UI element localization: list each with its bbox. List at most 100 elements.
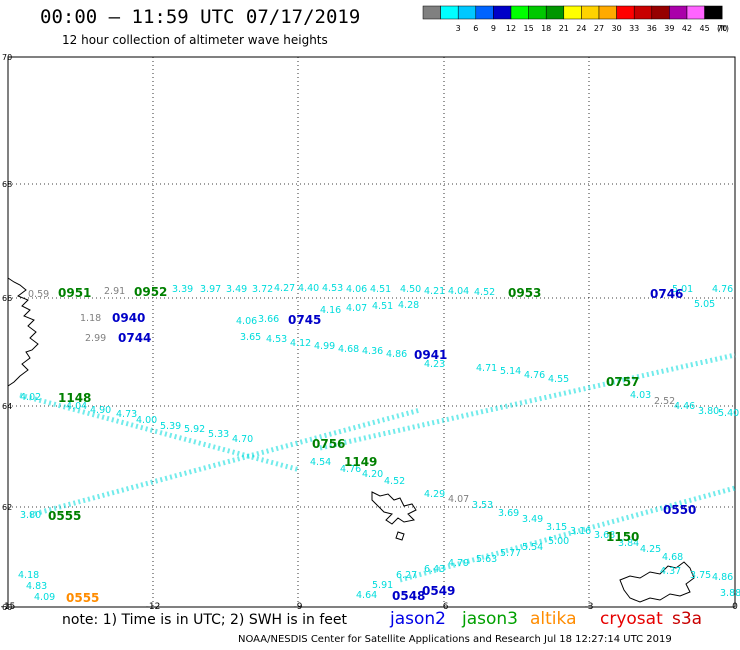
legend-label: 33 [629,24,639,33]
wave-height-value: 3.88 [0,0,21,3]
legend-label: 12 [506,24,516,33]
wave-height-value: 3.63 [0,0,21,3]
iceland-coast [7,277,39,387]
lon-tick-label: -15 [1,602,16,610]
legend-label: 36 [647,24,657,33]
wave-height-value: 4.53 [266,334,287,345]
wave-height-value: 4.51 [372,301,393,312]
lat-tick-label: 64 [2,402,12,411]
wave-height-value: 4.16 [320,305,341,316]
wave-height-value: 3.69 [498,508,519,519]
credit-line: NOAA/NESDIS Center for Satellite Applica… [238,634,672,645]
legend-label: 3 [456,24,461,33]
wave-height-value: 3.15 [546,522,567,533]
wave-height-value: 5.40 [718,408,739,419]
lat-tick-label: 68 [2,180,12,189]
wave-height-value: 5.39 [160,421,181,432]
wave-height-value: 4.03 [630,390,651,401]
wave-height-map: 70 68 66 64 62 60-15 -12 -9 -6 -3 0 0.59 2.91 1.18 2.… [0,0,740,610]
wave-height-value: 5.00 [548,536,569,547]
wave-height-value: 3.80 [698,406,719,417]
wave-height-value: 2.99 [85,333,106,344]
wave-height-value: 4.37 [660,566,681,577]
wave-height-value: 4.52 [474,287,495,298]
wave-height-value: 4.55 [548,374,569,385]
wave-height-value: 4.07 [448,494,469,505]
color-legend: 3 6 9 12 15 18 21 24 27 30 33 36 39 42 45 70(ft) [422,5,729,33]
wave-height-value: 5.33 [208,429,229,440]
wave-height-value: 4.86 [386,349,407,360]
legend-label: 45 [700,24,710,33]
lat-tick-label: 70 [2,53,12,62]
wave-height-value: 4.52 [384,476,405,487]
wave-height-value: 4.00 [136,415,157,426]
wave-height-value: 4.07 [346,303,367,314]
wave-height-value: 3.88 [720,588,740,599]
wave-height-value: 2.91 [104,286,125,297]
wave-height-value: 4.27 [274,283,295,294]
legend-label: 30 [612,24,622,33]
wave-height-value: 3.49 [226,284,247,295]
pass-time-label: 0756 [312,437,345,451]
pass-time-label: 0550 [663,503,696,517]
wave-height-value: 5.67 [0,0,21,3]
pass-time-label: 0555 [66,591,99,605]
sat-jason2: jason2 [390,609,446,629]
wave-height-value: 4.04 [448,286,469,297]
wave-height-value: 4.68 [338,344,359,355]
wave-height-value: 3.75 [690,570,711,581]
wave-height-value: 4.40 [298,283,319,294]
pass-time-label: 0757 [606,375,639,389]
wave-height-value: 4.70 [232,434,253,445]
pass-time-label: 0549 [422,584,455,598]
wave-height-value: 4.51 [370,284,391,295]
wave-height-value: 4.90 [90,405,111,416]
lon-tick-label: 0 [732,602,738,610]
pass-time-label: 0953 [508,286,541,300]
legend-label: 21 [559,24,569,33]
legend-label: 42 [682,24,692,33]
pass-time-label: 0744 [118,331,151,345]
wave-height-value: 5.54 [522,542,543,553]
pass-time-labels: 0951 0952 0953 0746 0940 0745 0744 0941 0757 1148… [48,285,696,605]
lat-tick-label: 60 [2,603,12,610]
wave-height-value: 6.27 [396,570,417,581]
wave-height-value: 3.49 [522,514,543,525]
wave-height-value: 5.77 [500,548,521,559]
pass-time-label: 0746 [650,287,683,301]
wave-height-value: 5.63 [476,554,497,565]
coastlines [7,277,695,603]
shetland-islands [619,561,695,603]
wave-height-value: 4.09 [34,592,55,603]
wave-height-value: 5.91 [372,580,393,591]
wave-height-value: 3.97 [200,284,221,295]
wave-height-value: 4.18 [18,570,39,581]
wave-height-value: 4.86 [712,572,733,583]
wave-height-value: 4.76 [524,370,545,381]
wave-height-value: 4.23 [424,359,445,370]
satellite-track [29,407,421,518]
legend-label: 9 [491,24,496,33]
chart-title: 00:00 — 11:59 UTC 07/17/2019 [40,6,361,28]
wave-height-value: 5.14 [500,366,521,377]
wave-height-value: 1.18 [80,313,101,324]
wave-height-value: 4.53 [322,283,343,294]
track-lines [19,352,736,583]
pass-time-label: 0940 [112,311,145,325]
faroe-islands [371,491,417,525]
pass-time-label: 0941 [414,348,447,362]
wave-height-value: 4.76 [340,464,361,475]
pass-time-label: 0952 [134,285,167,299]
wave-height-values: 0.59 2.91 1.18 2.99 3.39 3.97 3.49 3.72 4.27 4.40… [0,0,740,603]
wave-height-value: 4.21 [424,286,445,297]
legend-unit: (ft) [717,24,729,33]
lon-tick-label: -12 [146,602,161,610]
lat-tick-label: 66 [2,294,12,303]
lon-tick-label: -6 [440,602,449,610]
wave-height-value: 4.83 [26,581,47,592]
wave-height-value: 4.28 [398,300,419,311]
legend-label: 15 [524,24,534,33]
wave-height-value: 4.73 [116,409,137,420]
wave-height-value: 0.59 [28,289,49,300]
sat-cryosat: cryosat [600,609,663,629]
